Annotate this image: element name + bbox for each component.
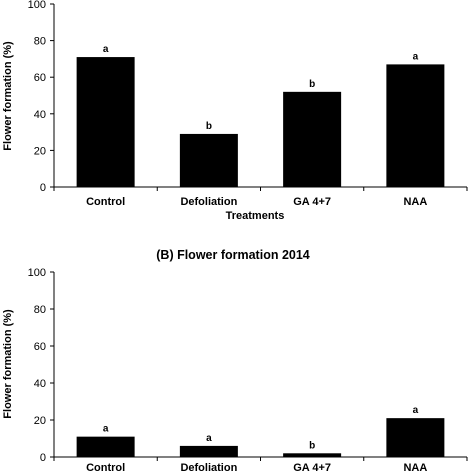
y-axis-label: Flower formation (%) [2, 309, 14, 419]
chart-a: Flower formation (%) Treatments 0 20 40 60 8… [2, 0, 468, 222]
y-tick-label: 60 [34, 341, 46, 353]
significance-label: a [413, 51, 419, 62]
significance-label: a [413, 405, 419, 416]
x-tick-label: Defoliation [180, 462, 237, 474]
significance-label: b [309, 79, 315, 90]
chart-b: (B) Flower formation 2014 Flower formati… [2, 248, 468, 474]
x-tick-label: NAA [403, 196, 427, 208]
y-tick-label: 100 [28, 0, 46, 11]
x-tick-label: Control [86, 462, 125, 474]
y-axis-label: Flower formation (%) [2, 41, 14, 151]
bar [179, 133, 238, 187]
bar [386, 418, 445, 457]
x-axis-label: Treatments [226, 210, 285, 222]
significance-label: a [206, 433, 212, 444]
x-tick-label: Control [86, 196, 125, 208]
chart-title: (B) Flower formation 2014 [156, 248, 310, 262]
y-tick-label: 0 [40, 452, 46, 464]
y-tick-label: 0 [40, 182, 46, 194]
y-tick-label: 40 [34, 109, 46, 121]
bar [283, 91, 342, 187]
bar [179, 445, 238, 457]
x-tick-label: GA 4+7 [293, 462, 331, 474]
x-tick-label: GA 4+7 [293, 196, 331, 208]
y-tick-label: 80 [34, 36, 46, 48]
bar [76, 57, 135, 187]
significance-label: b [206, 121, 212, 132]
bar [76, 436, 135, 457]
significance-label: b [309, 440, 315, 451]
y-tick-label: 20 [34, 145, 46, 157]
x-tick-label: Defoliation [180, 196, 237, 208]
significance-label: a [103, 44, 109, 55]
bar [386, 64, 445, 187]
x-tick-label: NAA [403, 462, 427, 474]
y-tick-label: 100 [28, 267, 46, 279]
bar [283, 453, 342, 457]
significance-label: a [103, 424, 109, 435]
y-tick-label: 80 [34, 304, 46, 316]
y-tick-label: 20 [34, 415, 46, 427]
y-tick-label: 40 [34, 378, 46, 390]
y-tick-label: 60 [34, 72, 46, 84]
